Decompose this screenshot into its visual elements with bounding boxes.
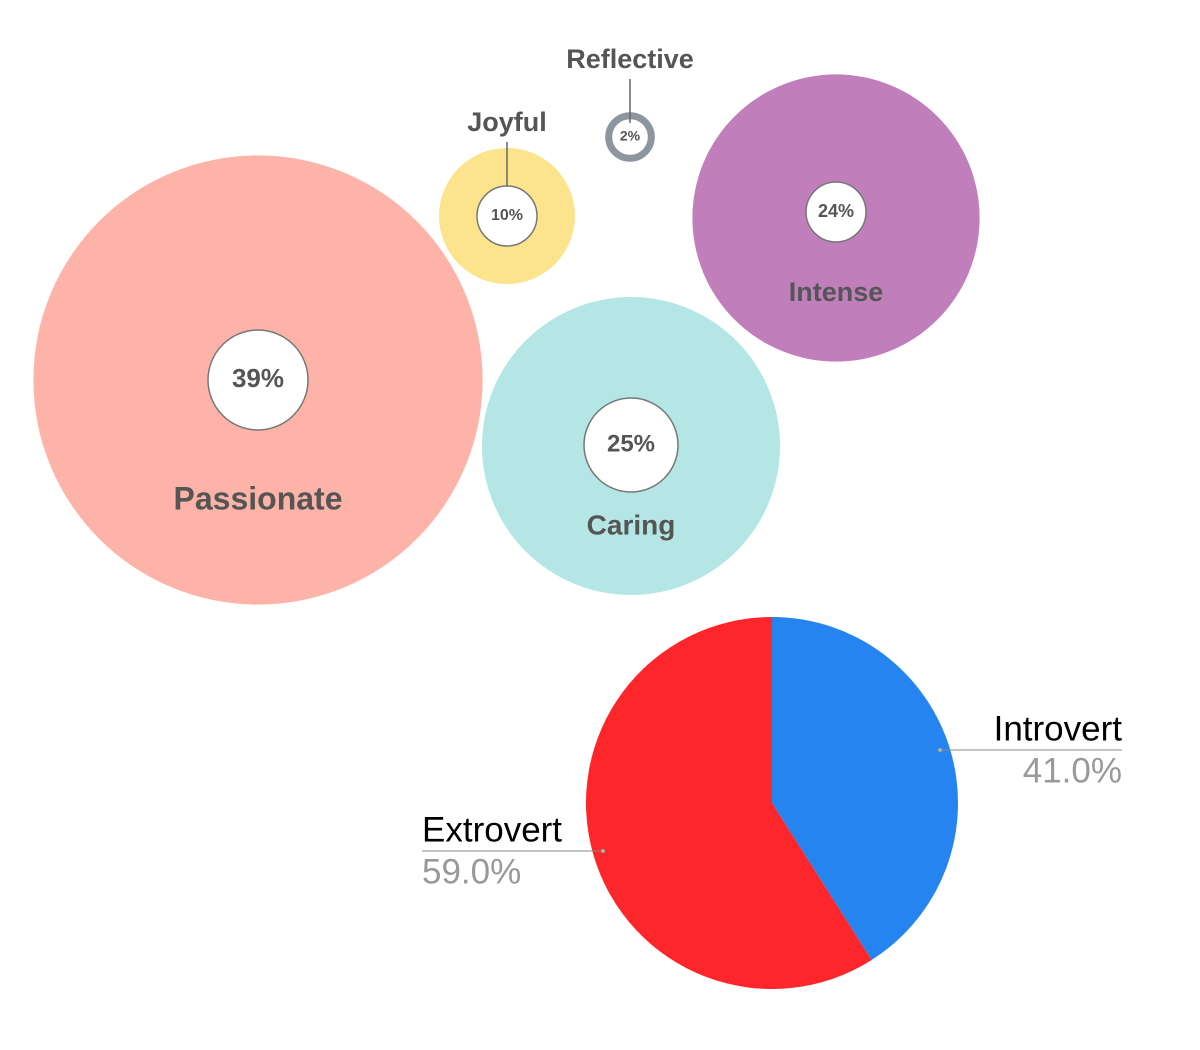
bubble-label-bg — [207, 329, 309, 431]
bubble-name-label: Reflective — [566, 44, 694, 74]
slice-value-label: 59.0% — [422, 852, 521, 891]
bubble-label-bg — [583, 397, 679, 493]
pie-slice — [772, 617, 958, 961]
bubble-value-label: 10% — [491, 207, 523, 224]
bubble-value-label: 25% — [607, 430, 655, 457]
pie-slice — [585, 617, 872, 989]
bubble-value-label: 24% — [818, 201, 854, 221]
bubble-name-label: Caring — [587, 509, 676, 540]
bubble-label-bg — [805, 181, 867, 243]
leader-dot — [601, 849, 605, 853]
bubble-name-label: Passionate — [174, 480, 343, 516]
bubble-value-label: 2% — [620, 128, 641, 144]
slice-name-label: Introvert — [994, 709, 1123, 748]
slice-value-label: 41.0% — [1023, 751, 1122, 790]
bubble-name-label: Joyful — [467, 107, 547, 137]
leader-dot — [938, 748, 942, 752]
slice-name-label: Extrovert — [422, 810, 562, 849]
bubble-value-label: 39% — [232, 363, 284, 393]
bubble-name-label: Intense — [789, 277, 884, 307]
